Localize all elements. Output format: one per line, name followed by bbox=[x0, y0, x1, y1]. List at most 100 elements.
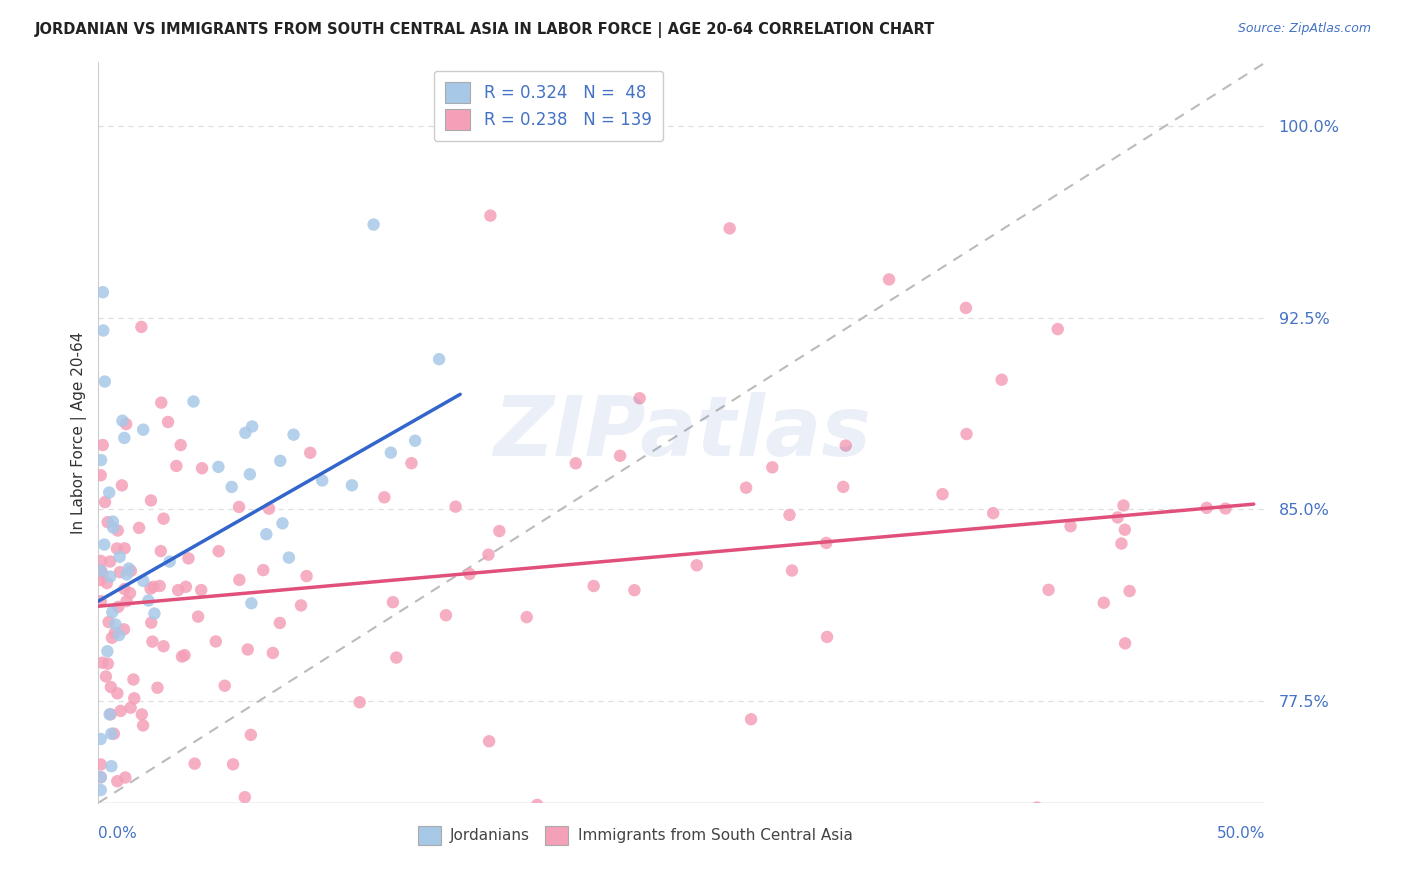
Point bbox=[363, 218, 385, 232]
Point bbox=[98, 707, 121, 722]
Point bbox=[381, 595, 404, 609]
Point bbox=[187, 609, 209, 624]
Point bbox=[111, 414, 134, 428]
Point bbox=[385, 650, 408, 665]
Point bbox=[228, 573, 250, 587]
Point bbox=[111, 478, 134, 492]
Point bbox=[190, 583, 212, 598]
Point bbox=[239, 728, 262, 742]
Point bbox=[149, 579, 172, 593]
Point bbox=[204, 634, 226, 648]
Point bbox=[118, 561, 141, 575]
Point bbox=[177, 551, 200, 566]
Point bbox=[103, 832, 125, 847]
Point bbox=[740, 712, 762, 726]
Point bbox=[444, 500, 467, 514]
Point bbox=[90, 554, 112, 568]
Point bbox=[233, 790, 256, 805]
Point bbox=[955, 301, 977, 315]
Y-axis label: In Labor Force | Age 20-64: In Labor Force | Age 20-64 bbox=[72, 332, 87, 533]
Point bbox=[183, 394, 205, 409]
Point bbox=[115, 417, 138, 431]
Point bbox=[1114, 636, 1136, 650]
Point bbox=[221, 480, 243, 494]
Point bbox=[146, 681, 169, 695]
Point bbox=[299, 446, 322, 460]
Point bbox=[955, 427, 977, 442]
Point bbox=[240, 596, 263, 610]
Point bbox=[105, 774, 128, 789]
Point bbox=[152, 639, 174, 653]
Point bbox=[240, 823, 263, 838]
Point bbox=[373, 491, 395, 505]
Point bbox=[132, 718, 155, 732]
Point bbox=[120, 700, 142, 714]
Point bbox=[222, 757, 245, 772]
Point bbox=[101, 605, 124, 619]
Point bbox=[90, 770, 112, 784]
Point bbox=[780, 564, 803, 578]
Point bbox=[120, 564, 142, 578]
Point bbox=[112, 431, 135, 445]
Point bbox=[565, 456, 588, 470]
Point bbox=[100, 759, 122, 773]
Point bbox=[107, 524, 129, 538]
Point bbox=[990, 373, 1012, 387]
Point bbox=[1107, 510, 1129, 524]
Point bbox=[138, 593, 160, 607]
Point bbox=[208, 544, 231, 558]
Point bbox=[283, 427, 305, 442]
Point bbox=[735, 481, 758, 495]
Point bbox=[91, 438, 114, 452]
Point bbox=[174, 580, 197, 594]
Point bbox=[1195, 500, 1218, 515]
Text: Source: ZipAtlas.com: Source: ZipAtlas.com bbox=[1237, 22, 1371, 36]
Point bbox=[114, 771, 136, 785]
Point bbox=[311, 474, 333, 488]
Point bbox=[108, 565, 131, 579]
Point bbox=[380, 445, 402, 459]
Point bbox=[94, 375, 117, 389]
Point bbox=[149, 544, 172, 558]
Point bbox=[159, 555, 181, 569]
Point bbox=[628, 391, 651, 405]
Point bbox=[94, 495, 117, 509]
Point bbox=[91, 566, 114, 581]
Point bbox=[228, 500, 250, 514]
Point bbox=[90, 468, 112, 483]
Point bbox=[142, 580, 165, 594]
Point bbox=[98, 485, 121, 500]
Point bbox=[96, 644, 118, 658]
Point bbox=[104, 625, 127, 640]
Point bbox=[141, 634, 163, 648]
Point bbox=[98, 569, 121, 583]
Point bbox=[114, 582, 136, 596]
Point bbox=[115, 594, 138, 608]
Point bbox=[1114, 523, 1136, 537]
Point bbox=[141, 615, 163, 630]
Point bbox=[90, 573, 112, 587]
Point bbox=[526, 797, 548, 812]
Point bbox=[815, 630, 838, 644]
Point bbox=[108, 628, 131, 642]
Point bbox=[401, 456, 423, 470]
Point bbox=[718, 221, 741, 235]
Point bbox=[160, 824, 183, 838]
Point bbox=[815, 536, 838, 550]
Point bbox=[931, 487, 953, 501]
Point bbox=[90, 594, 112, 608]
Point bbox=[262, 646, 284, 660]
Point bbox=[90, 731, 112, 746]
Point bbox=[240, 419, 263, 434]
Point bbox=[1111, 536, 1133, 550]
Point bbox=[152, 511, 174, 525]
Point bbox=[761, 460, 783, 475]
Point bbox=[479, 209, 502, 223]
Point bbox=[94, 669, 117, 683]
Point bbox=[183, 756, 205, 771]
Point bbox=[233, 425, 256, 440]
Point bbox=[1046, 322, 1069, 336]
Point bbox=[271, 516, 294, 531]
Point bbox=[169, 816, 191, 830]
Point bbox=[236, 642, 259, 657]
